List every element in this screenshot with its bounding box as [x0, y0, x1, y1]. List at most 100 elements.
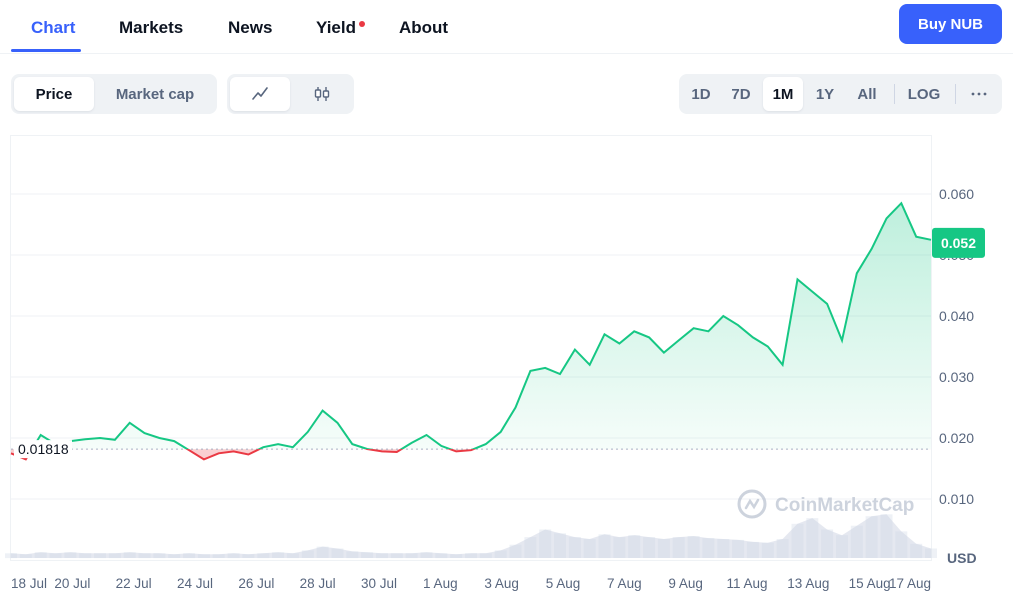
y-tick-label: 0.060: [939, 186, 974, 202]
volume-bar: [316, 546, 329, 558]
volume-bar: [672, 537, 685, 558]
volume-bar: [865, 516, 878, 558]
x-tick-label: 15 Aug: [849, 576, 891, 591]
range-1m-button[interactable]: 1M: [763, 77, 803, 111]
volume-bar: [346, 551, 359, 559]
range-7d-button[interactable]: 7D: [731, 85, 751, 103]
volume-bar: [494, 550, 507, 558]
price-toggle-button[interactable]: Price: [14, 77, 94, 111]
tab-markets[interactable]: Markets: [119, 18, 184, 37]
log-scale-button[interactable]: LOG: [907, 85, 941, 103]
volume-bar: [376, 553, 388, 559]
y-tick-label: 0.030: [939, 369, 974, 385]
volume-bar: [925, 548, 937, 558]
volume-bar: [64, 552, 77, 558]
volume-bar: [361, 552, 374, 558]
volume-bar: [183, 553, 196, 559]
volume-bar: [257, 553, 270, 559]
current-price-badge: [932, 227, 985, 258]
x-tick-label: 28 Jul: [300, 576, 336, 591]
volume-bar: [568, 537, 581, 558]
tab-news[interactable]: News: [228, 18, 273, 37]
volume-area: [11, 514, 931, 558]
price-chart[interactable]: CoinMarketCap 0.01818 0.010 0.020 0.030 0.0…: [0, 130, 1013, 601]
volume-bar: [479, 553, 492, 559]
volume-bar: [450, 554, 463, 558]
tab-about[interactable]: About: [399, 18, 449, 37]
volume-bar: [19, 554, 32, 558]
buy-button[interactable]: Buy NUB: [899, 4, 1002, 44]
volume-bar: [732, 539, 745, 558]
range-1y-button[interactable]: 1Y: [815, 85, 835, 103]
x-tick-label: 17 Aug: [889, 576, 931, 591]
area-below-baseline: [11, 449, 474, 460]
x-tick-label: 20 Jul: [54, 576, 90, 591]
x-axis: 18 Jul 20 Jul 22 Jul 24 Jul 26 Jul 28 Jul 30 J…: [11, 576, 931, 591]
volume-bar: [554, 533, 566, 558]
volume-bar: [435, 553, 448, 559]
volume-bar: [227, 553, 240, 559]
volume-bar: [79, 553, 92, 559]
range-all-button[interactable]: All: [857, 85, 877, 103]
volume-bar: [524, 537, 537, 558]
currency-label: USD: [947, 550, 977, 566]
volume-bar: [806, 518, 819, 558]
market-cap-toggle-button[interactable]: Market cap: [115, 85, 195, 103]
volume-bar: [539, 529, 552, 558]
price-marketcap-toggle: Price Market cap: [11, 74, 217, 114]
volume-bar: [880, 514, 893, 558]
yield-notification-dot: [359, 21, 365, 27]
range-selector: 1D 7D 1M 1Y All LOG: [679, 74, 1002, 114]
x-tick-label: 22 Jul: [116, 576, 152, 591]
volume-bar: [301, 550, 314, 558]
x-tick-label: 9 Aug: [668, 576, 703, 591]
tab-yield[interactable]: Yield: [316, 18, 356, 37]
volume-bar: [34, 552, 47, 558]
volume-bar: [94, 553, 106, 559]
top-tabs: Chart Markets News Yield About: [0, 0, 1013, 54]
watermark: CoinMarketCap: [737, 489, 914, 519]
volume-bar: [776, 539, 789, 558]
volume-bar: [791, 523, 804, 558]
x-tick-label: 7 Aug: [607, 576, 642, 591]
volume-bar: [153, 553, 166, 559]
volume-bar: [420, 552, 433, 558]
volume-bar: [895, 531, 908, 558]
volume-bar: [197, 554, 210, 558]
y-tick-label: 0.040: [939, 308, 974, 324]
volume-bar: [910, 543, 923, 559]
volume-bar: [613, 537, 626, 558]
price-line-up: [30, 201, 932, 450]
volume-bar: [850, 525, 863, 558]
volume-bar: [242, 554, 255, 558]
volume-bar: [331, 548, 344, 558]
volume-bar: [390, 553, 403, 559]
volume-bar: [687, 536, 700, 558]
x-tick-label: 18 Jul: [11, 576, 47, 591]
price-line-down: [10, 449, 477, 461]
range-1d-button[interactable]: 1D: [691, 85, 711, 103]
x-tick-label: 11 Aug: [726, 576, 767, 591]
volume-bar: [509, 544, 522, 558]
volume-bar: [836, 535, 848, 558]
candlestick-icon[interactable]: [293, 77, 351, 111]
volume-bar: [821, 529, 834, 558]
baseline-label-bg: [14, 440, 72, 459]
grid-lines: [11, 193, 931, 500]
area-above-baseline: [11, 203, 931, 450]
more-horizontal-icon[interactable]: [959, 77, 999, 111]
current-price-label: 0.052: [941, 235, 976, 251]
x-tick-label: 1 Aug: [423, 576, 458, 591]
x-tick-label: 30 Jul: [361, 576, 397, 591]
volume-bar: [123, 552, 136, 558]
more-divider: [955, 84, 956, 104]
volume-bar: [583, 539, 596, 558]
tab-chart[interactable]: Chart: [31, 18, 76, 37]
volume-bar: [405, 553, 418, 559]
volume-bar: [702, 538, 715, 558]
volume-bar: [286, 553, 299, 559]
x-tick-label: 5 Aug: [546, 576, 581, 591]
line-chart-icon[interactable]: [230, 77, 290, 111]
baseline-label: 0.01818: [18, 441, 69, 457]
